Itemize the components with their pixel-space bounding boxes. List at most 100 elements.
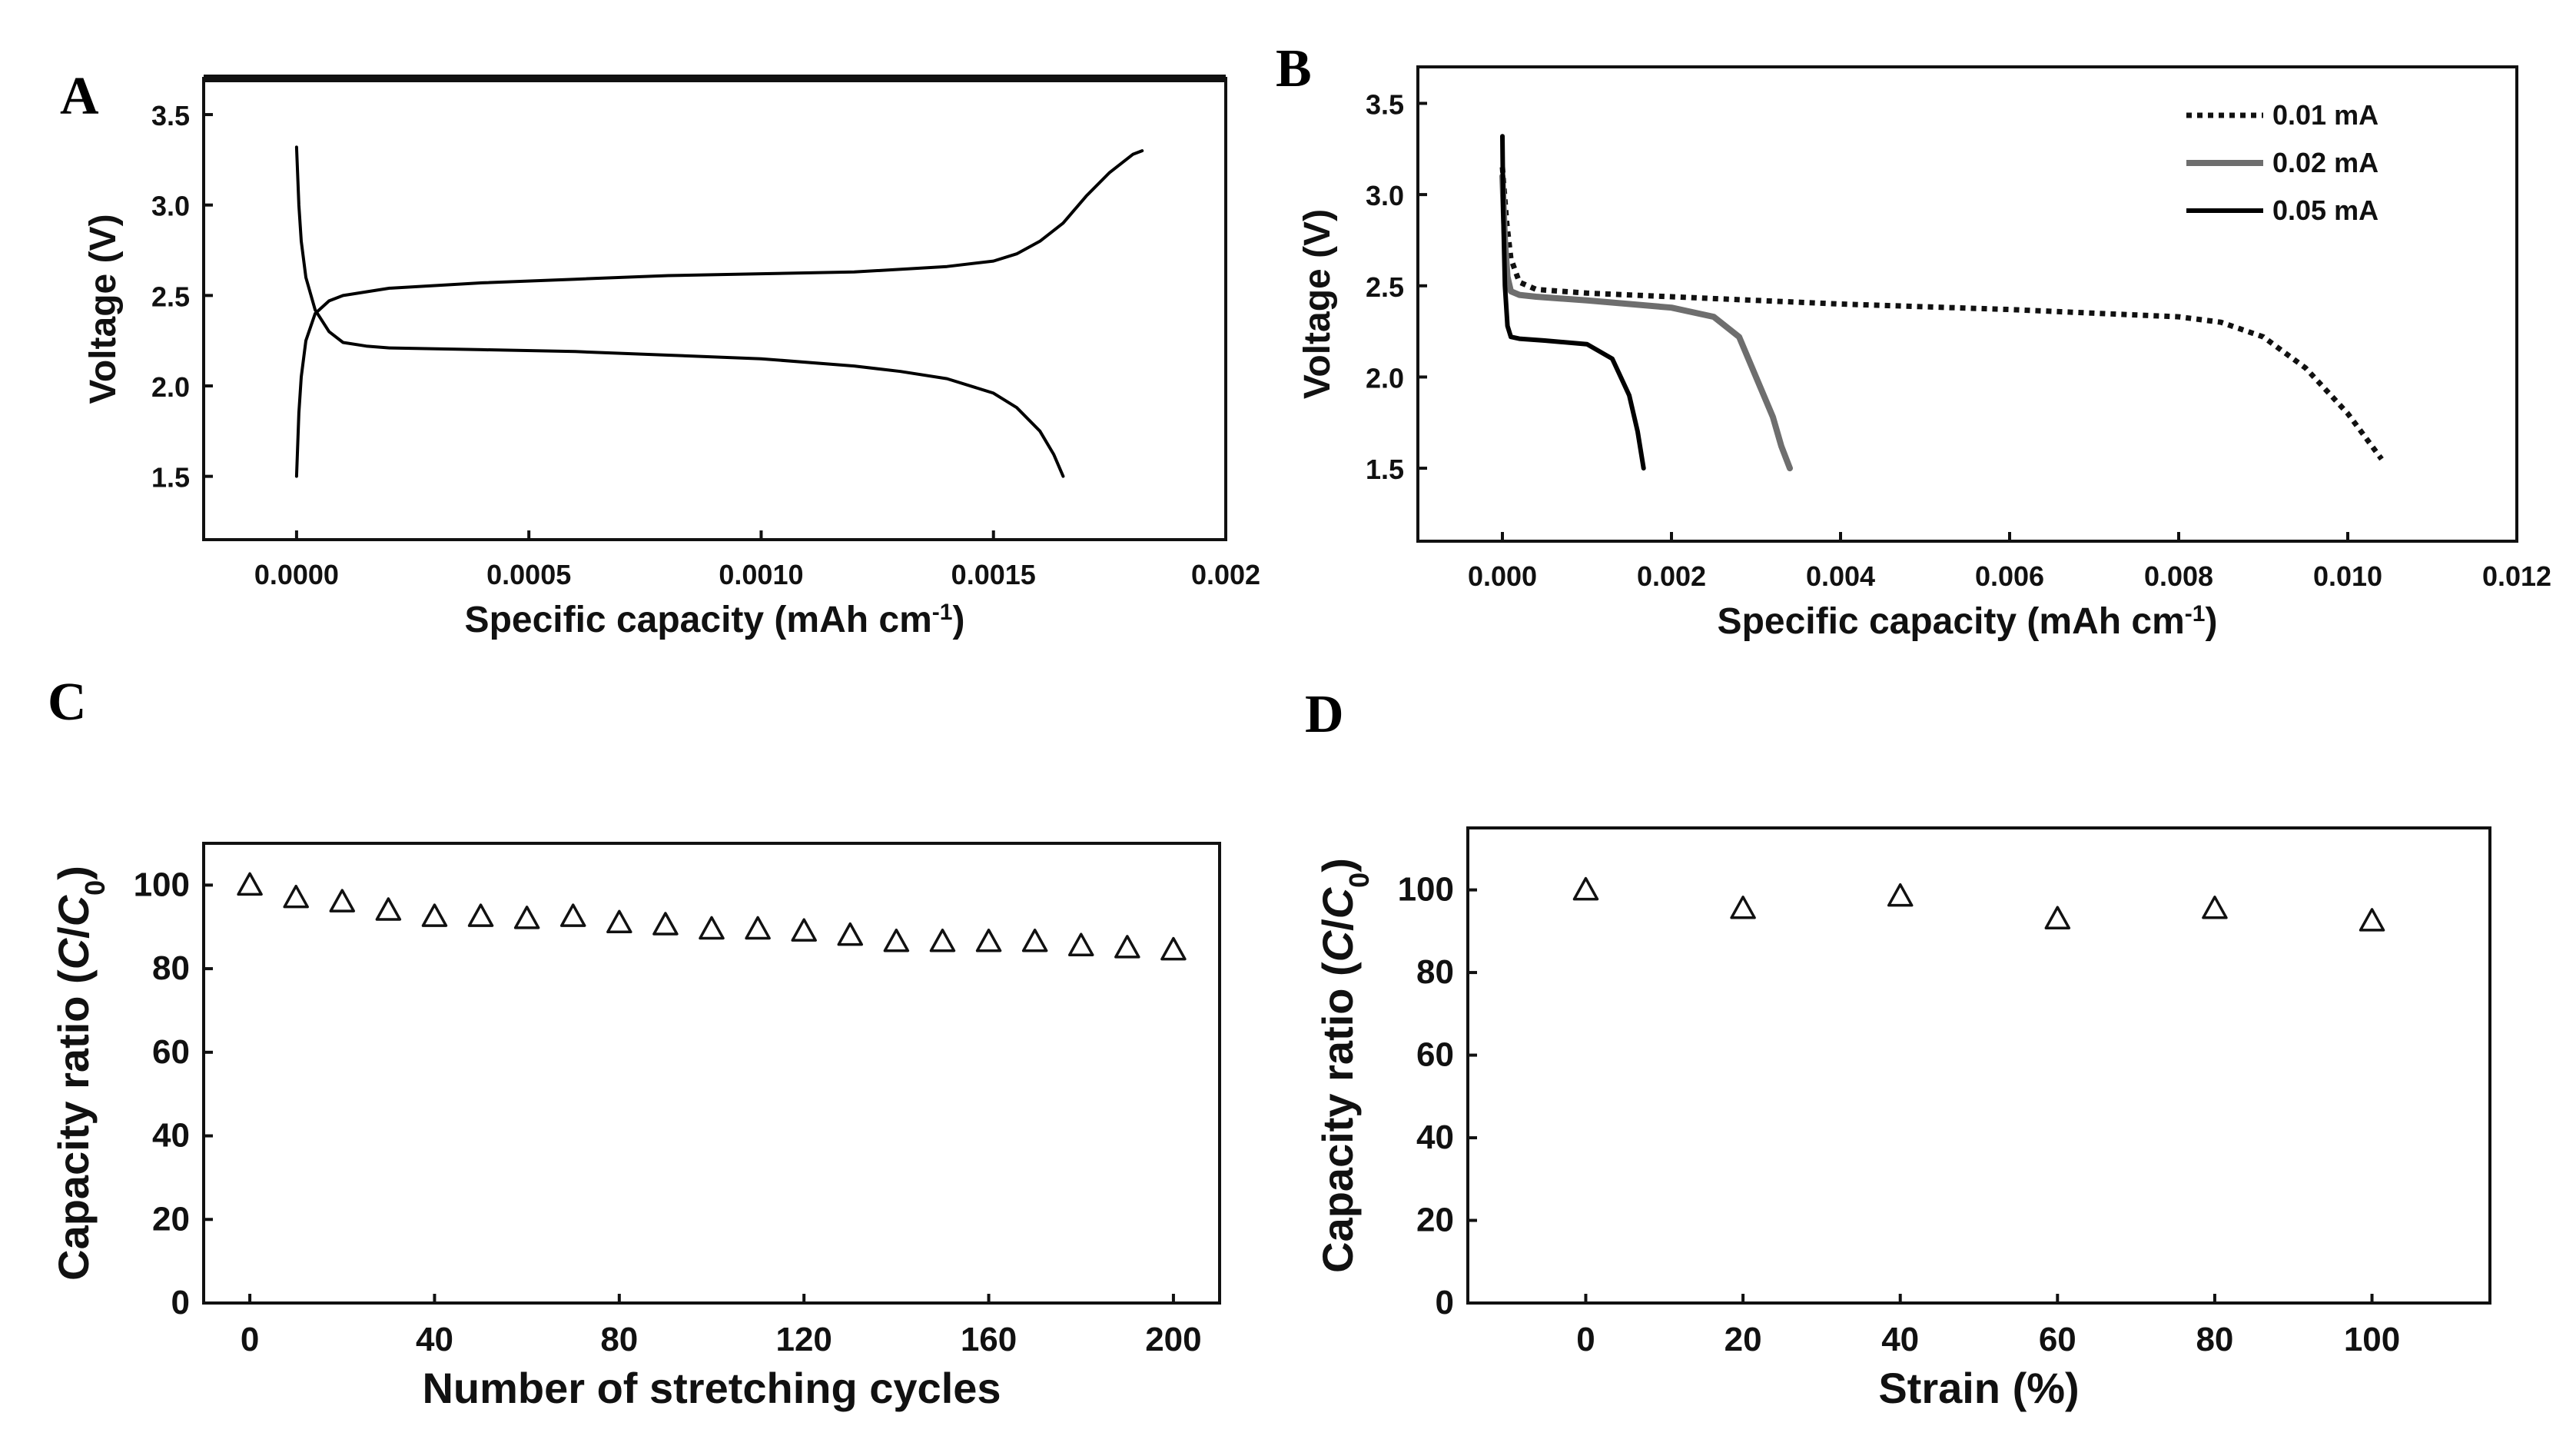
x-axis-label: Number of stretching cycles: [422, 1364, 1001, 1412]
data-point-triangle: [2202, 896, 2228, 919]
x-axis-label-end: ): [952, 600, 964, 640]
x-axis-label-superscript: -1: [2185, 601, 2206, 627]
y-tick-label: 40: [1416, 1119, 1454, 1156]
y-tick-label: 2.5: [151, 281, 190, 312]
y-tick-label: 80: [152, 949, 190, 987]
y-axis-label: Voltage (V): [83, 214, 124, 404]
y-tick-label: 40: [152, 1117, 190, 1155]
y-axis-label-c: C: [49, 937, 98, 969]
data-point-triangle: [1021, 929, 1048, 952]
x-tick-label: 120: [775, 1321, 832, 1358]
x-tick-label: 40: [1881, 1321, 1919, 1358]
y-axis-label-main: Capacity ratio (: [1313, 962, 1362, 1273]
x-tick-label: 80: [2196, 1321, 2233, 1358]
x-tick-label: 0.0015: [951, 559, 1036, 590]
series-line-0-02-ma: [1499, 173, 1793, 472]
y-tick-label: 20: [152, 1200, 190, 1238]
legend-label: 0.05 mA: [2272, 194, 2378, 226]
data-point-triangle: [421, 903, 448, 927]
data-point-triangle: [559, 903, 586, 927]
panel-d: 0 20 40 60 80 100 0 20 40 60 80 100 Strain (%) Capaci…: [1313, 826, 2491, 1412]
y-axis-label-main: Capacity ratio (: [49, 969, 98, 1281]
data-point-triangle: [237, 872, 263, 896]
y-axis-label-slash: /: [1313, 919, 1362, 931]
x-tick-label: 0.002: [1637, 560, 1706, 592]
y-axis-label-end: ): [49, 866, 98, 880]
y-axis-label-c0: C: [1313, 886, 1362, 919]
data-point-triangle: [329, 889, 356, 912]
x-tick-label: 20: [1725, 1321, 1762, 1358]
x-axis-label: Strain (%): [1878, 1364, 2079, 1412]
y-axis-label-c: C: [1313, 929, 1362, 962]
x-tick-label: 80: [600, 1321, 638, 1358]
data-point-triangle: [467, 903, 494, 927]
data-point-triangle: [652, 912, 679, 936]
series-line-charge: [294, 149, 1144, 478]
panel-label-b: B: [1276, 39, 1312, 98]
x-tick-label: 0.008: [2144, 560, 2213, 592]
data-point-triangle: [2044, 906, 2071, 929]
x-tick-label: 0.006: [1975, 560, 2044, 592]
x-axis-label-main: Specific capacity (mAh cm: [465, 600, 932, 640]
y-tick-label: 1.5: [151, 462, 190, 494]
data-point-triangle: [883, 929, 910, 952]
y-axis-label-end: ): [1313, 858, 1362, 873]
x-tick-label: 0.0000: [254, 559, 339, 590]
data-point-triangle: [375, 897, 402, 921]
panel-label-c: C: [48, 673, 87, 732]
legend-label: 0.02 mA: [2272, 147, 2378, 178]
y-tick-label: 100: [1398, 871, 1454, 909]
y-tick-label: 2.0: [151, 371, 190, 403]
x-tick-label: 60: [2039, 1321, 2076, 1358]
data-point-triangle: [1160, 936, 1187, 961]
series-line-0-05-ma: [1500, 134, 1646, 471]
y-tick-label: 60: [1416, 1036, 1454, 1074]
y-tick-label: 0: [1436, 1284, 1454, 1321]
data-point-triangle: [791, 918, 817, 942]
y-axis-label-subscript: 0: [79, 880, 111, 896]
x-tick-label: 0.004: [1806, 560, 1875, 592]
x-axis-label: Specific capacity (mAh cm-1): [465, 600, 965, 641]
x-tick-label: 40: [416, 1321, 453, 1358]
y-axis-label: Capacity ratio (C/C0): [49, 866, 111, 1281]
data-point-triangle: [929, 929, 956, 952]
data-point-triangle: [837, 922, 864, 946]
plot-frame: [1416, 65, 2518, 543]
legend-label: 0.01 mA: [2272, 99, 2378, 131]
y-tick-label: 100: [134, 866, 190, 903]
x-tick-label: 0.002: [1191, 559, 1260, 590]
x-tick-label: 0.0005: [486, 559, 571, 590]
plot-frame: [1466, 826, 2491, 1305]
plot-frame: [202, 842, 1221, 1305]
data-point-triangle: [1887, 883, 1914, 907]
series-line-discharge: [294, 145, 1065, 478]
panel-label-d: D: [1305, 685, 1344, 744]
y-tick-label: 2.5: [1366, 271, 1404, 303]
data-point-triangle: [1114, 935, 1140, 959]
y-axis-label: Voltage (V): [1297, 209, 1338, 399]
y-tick-label: 20: [1416, 1202, 1454, 1239]
x-tick-label: 160: [961, 1321, 1017, 1358]
y-tick-label: 80: [1416, 953, 1454, 991]
y-tick-label: 60: [152, 1033, 190, 1071]
x-tick-label: 0.000: [1468, 560, 1537, 592]
data-point-triangle: [1067, 932, 1094, 956]
data-point-triangle: [1730, 896, 1756, 919]
x-tick-label: 0.0010: [719, 559, 803, 590]
data-point-triangle: [513, 906, 540, 929]
y-tick-label: 2.0: [1366, 362, 1404, 394]
y-tick-label: 3.5: [151, 100, 190, 131]
x-tick-label: 0: [241, 1321, 259, 1358]
panel-label-a: A: [60, 67, 99, 126]
x-axis-label: Specific capacity (mAh cm-1): [1718, 601, 2218, 643]
data-point-triangle: [283, 884, 309, 909]
panel-b: 0.000 0.002 0.004 0.006 0.008 0.010 0.012 1.5 2.…: [1297, 65, 2551, 643]
y-tick-label: 0: [171, 1284, 190, 1321]
y-tick-label: 1.5: [1366, 454, 1404, 485]
data-point-triangle: [745, 916, 771, 940]
panel-c: 0 40 80 120 160 200 0 20 40 60 80 100 Number of stre…: [49, 842, 1221, 1412]
data-point-triangle: [606, 909, 632, 934]
x-axis-label-end: ): [2205, 601, 2217, 642]
x-tick-label: 0.012: [2482, 560, 2551, 592]
